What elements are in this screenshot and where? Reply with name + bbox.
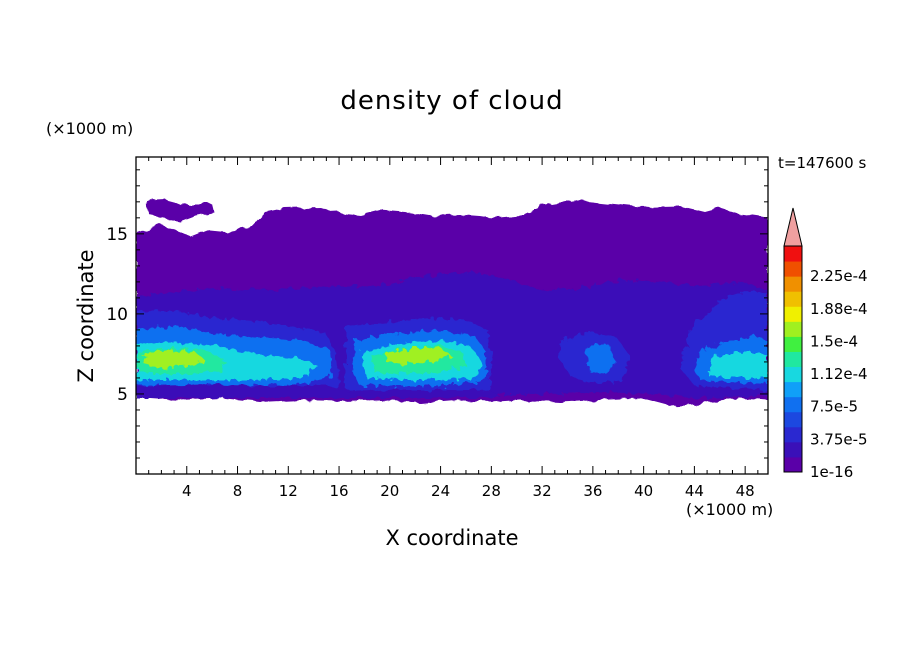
chart-title: density of cloud xyxy=(340,86,564,116)
plot-frame xyxy=(135,156,769,475)
y-tick-label: 5 xyxy=(117,385,128,405)
colorbar-label: 1.88e-4 xyxy=(810,300,868,318)
x-ticks: 4 8 12 16 20 24 28 32 36 40 44 48 xyxy=(148,157,759,500)
time-label: t=147600 s xyxy=(778,154,867,172)
x-tick-label: 40 xyxy=(634,482,653,500)
colorbar-frame xyxy=(783,245,803,473)
storm-west-peak xyxy=(142,350,205,368)
colorbar-segment xyxy=(784,351,802,368)
storm-east-mid xyxy=(586,344,616,374)
x-tick-label: 12 xyxy=(279,482,298,500)
x-tick-label: 24 xyxy=(431,482,450,500)
colorbar-segment xyxy=(784,411,802,428)
colorbar-segment xyxy=(784,456,802,473)
y-tick-label: 10 xyxy=(106,305,128,325)
x-tick-label: 32 xyxy=(533,482,552,500)
y-axis-unit: (×1000 m) xyxy=(46,119,134,138)
colorbar-label: 1e-16 xyxy=(810,463,853,481)
colorbar-label: 2.25e-4 xyxy=(810,267,868,285)
x-tick-label: 28 xyxy=(482,482,501,500)
x-axis-unit: (×1000 m) xyxy=(686,500,774,519)
colorbar-segment xyxy=(784,306,802,322)
colorbar-segment xyxy=(784,291,802,307)
x-tick-label: 36 xyxy=(583,482,602,500)
colorbar: 1e-16 3.75e-5 7.5e-5 1.12e-4 1.5e-4 1.88e-4 2.… xyxy=(783,207,868,481)
x-tick-label: 8 xyxy=(233,482,243,500)
y-tick-label: 15 xyxy=(106,225,128,245)
storm-far-east-inner xyxy=(708,352,768,378)
colorbar-label: 3.75e-5 xyxy=(810,430,868,448)
cloud-base-dark xyxy=(136,384,500,398)
colorbar-label: 1.12e-4 xyxy=(810,365,868,383)
x-tick-label: 16 xyxy=(330,482,349,500)
colorbar-segment xyxy=(784,321,802,337)
colorbar-label: 1.5e-4 xyxy=(810,332,858,350)
colorbar-segment xyxy=(784,261,802,277)
x-tick-label: 4 xyxy=(182,482,192,500)
colorbar-segment xyxy=(784,366,802,383)
cloud-cap-west xyxy=(146,199,214,222)
x-tick-label: 48 xyxy=(736,482,755,500)
cloud-field xyxy=(136,199,768,406)
y-ticks: 5 10 15 xyxy=(106,169,768,459)
x-tick-label: 20 xyxy=(380,482,399,500)
x-axis-label: X coordinate xyxy=(385,526,519,550)
colorbar-segment xyxy=(784,276,802,292)
colorbar-segment xyxy=(784,246,802,262)
colorbar-label: 7.5e-5 xyxy=(810,398,858,416)
colorbar-segment xyxy=(784,396,802,413)
storm-center-peak xyxy=(385,348,452,364)
colorbar-segment xyxy=(784,426,802,443)
colorbar-overflow-arrow xyxy=(783,207,803,247)
colorbar-segment xyxy=(784,336,802,352)
colorbar-segment xyxy=(784,441,802,458)
colorbar-segment xyxy=(784,381,802,398)
x-tick-label: 44 xyxy=(685,482,704,500)
